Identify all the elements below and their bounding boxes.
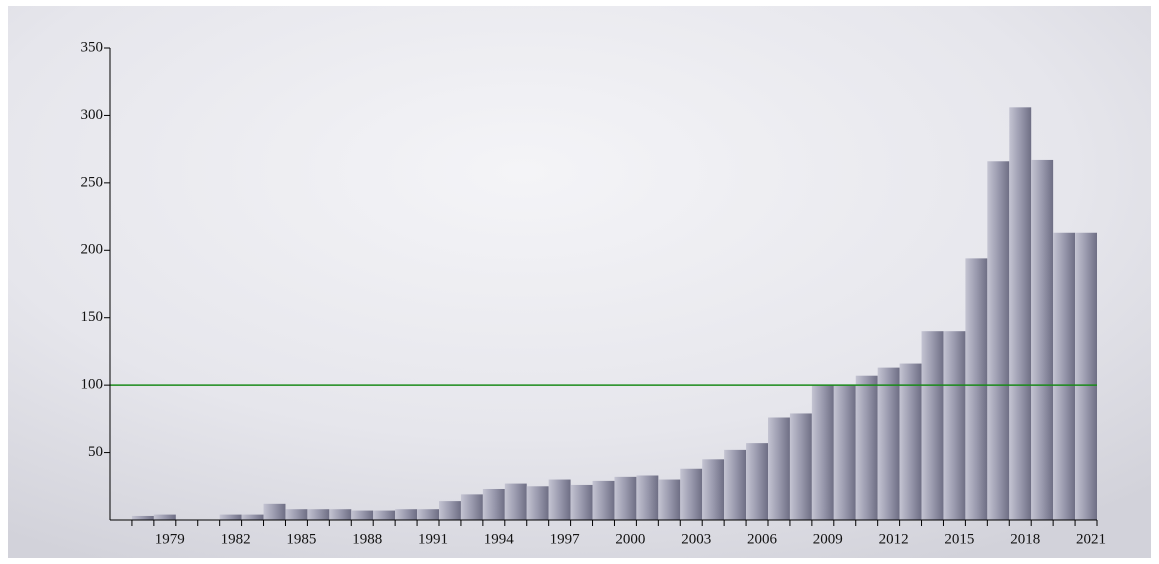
bar [965,258,988,520]
bar [724,449,747,520]
bar [1053,232,1076,521]
bar [504,483,527,520]
x-tick-label: 2003 [681,531,711,547]
bar [1031,159,1054,520]
bar [855,375,878,520]
bar [153,514,176,520]
bar [833,385,856,520]
bar [658,479,681,520]
bar [131,515,154,520]
x-tick-label: 1979 [155,531,185,547]
bar [899,363,922,520]
bar [285,509,308,520]
bar [987,161,1010,520]
bar [636,475,659,520]
bar [570,484,593,520]
bar [482,488,505,520]
bar [263,503,286,520]
bar [417,509,439,520]
bar [1009,107,1032,520]
bar [307,509,330,520]
bar [943,331,966,520]
bar [768,417,790,520]
x-tick-label: 2012 [879,531,909,547]
x-tick-label: 1991 [418,531,448,547]
x-tick-label: 1982 [221,531,251,547]
bar [1075,232,1097,521]
bar [614,476,637,520]
bar [548,479,571,520]
bar [329,509,352,520]
y-tick-label: 350 [81,39,104,55]
y-tick-label: 100 [81,377,104,393]
bar [746,443,768,520]
x-tick-label: 1985 [286,531,316,547]
bar [351,510,374,520]
x-tick-label: 2015 [944,531,974,547]
bar [373,510,396,520]
bar [219,514,242,520]
y-tick-label: 250 [81,174,104,190]
bar [395,509,418,520]
bar [789,413,812,520]
x-tick-label: 2006 [747,531,778,547]
bar [702,459,725,520]
x-tick-label: 2000 [615,531,645,547]
x-tick-label: 2009 [813,531,843,547]
bar [460,494,483,520]
bar [877,367,900,520]
y-tick-label: 50 [88,444,103,460]
bar [526,486,549,520]
bar [592,480,615,520]
x-tick-label: 1988 [352,531,382,547]
bar [811,385,834,520]
bar [921,331,944,520]
bar [241,514,264,520]
x-tick-label: 1997 [550,531,581,547]
x-tick-label: 1994 [484,531,515,547]
bar [680,468,703,520]
y-tick-label: 150 [81,309,104,325]
y-tick-label: 200 [81,242,104,258]
y-tick-label: 300 [81,107,104,123]
x-tick-label: 2018 [1010,531,1040,547]
bar [439,501,461,520]
x-tick-label: 2021 [1076,531,1106,547]
